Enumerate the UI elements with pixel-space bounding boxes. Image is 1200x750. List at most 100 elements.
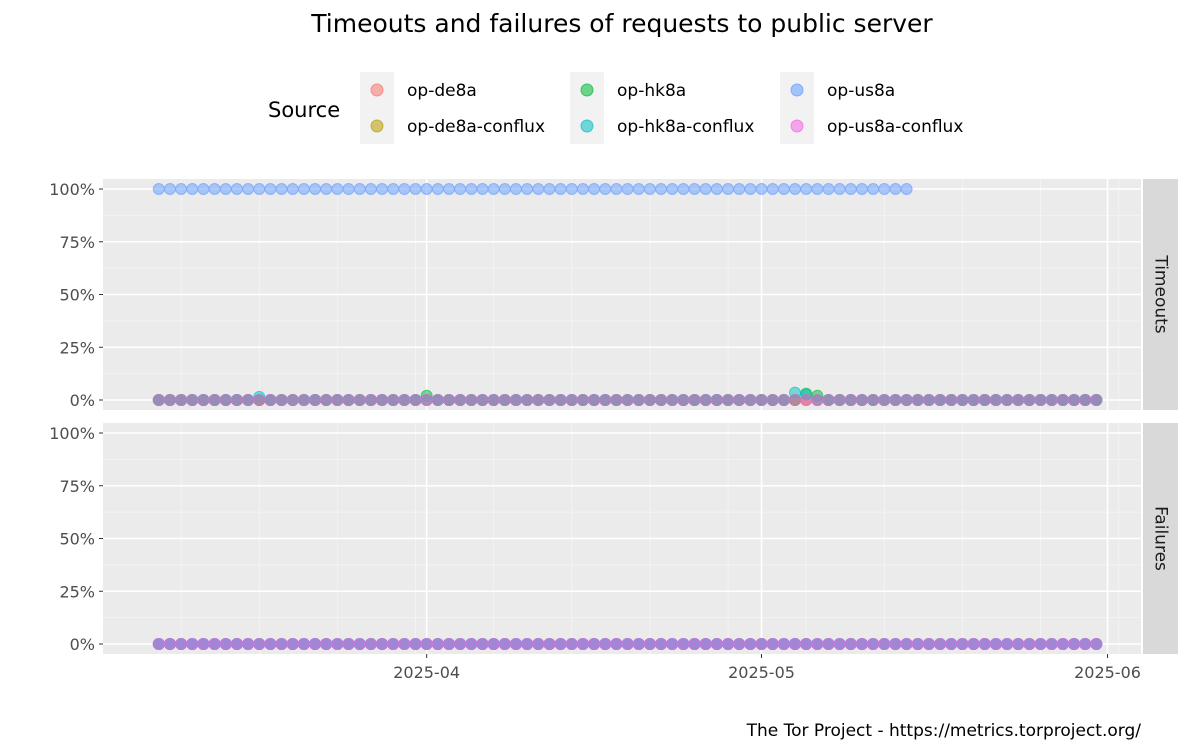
point-op-us8a [867,183,880,195]
point-op-us8a-conflux [588,394,601,406]
point-op-us8a-conflux [911,394,924,406]
point-op-us8a-conflux [565,394,578,406]
point-op-us8a-conflux [922,394,935,406]
point-op-us8a-conflux [1068,638,1081,650]
point-op-us8a-conflux [420,394,433,406]
point-op-us8a [677,183,690,195]
point-op-us8a-conflux [833,394,846,406]
legend-label-op-hk8a-conflux: op-hk8a-conflux [617,117,754,137]
point-op-us8a [364,183,377,195]
point-op-us8a-conflux [956,638,969,650]
point-op-us8a-conflux [353,638,366,650]
point-op-us8a-conflux [197,394,210,406]
point-op-us8a-conflux [409,394,422,406]
point-op-us8a-conflux [900,394,913,406]
point-op-us8a [576,183,589,195]
point-op-us8a-conflux [1079,394,1092,406]
legend: Source op-de8a op-de8a-conflux op-hk8a op-h… [268,72,963,144]
point-op-us8a-conflux [476,394,489,406]
point-op-us8a [175,183,188,195]
point-op-us8a-conflux [978,394,991,406]
point-op-us8a [833,183,846,195]
point-op-us8a-conflux [431,394,444,406]
point-op-us8a-conflux [744,638,757,650]
point-op-us8a-conflux [956,394,969,406]
point-op-us8a-conflux [242,638,255,650]
point-op-us8a-conflux [242,394,255,406]
point-op-us8a-conflux [1012,638,1025,650]
point-op-us8a-conflux [376,638,389,650]
point-op-us8a-conflux [1034,394,1047,406]
point-op-us8a-conflux [175,394,188,406]
point-op-us8a [632,183,645,195]
point-op-us8a [710,183,723,195]
point-op-us8a [186,183,199,195]
point-op-us8a [387,183,400,195]
y-tick-label: 25% [59,338,95,357]
point-op-us8a-conflux [1045,638,1058,650]
point-op-us8a [208,183,221,195]
point-op-us8a [297,183,310,195]
point-op-us8a [755,183,768,195]
point-op-us8a-conflux [699,394,712,406]
point-op-us8a [688,183,701,195]
legend-swatch-op-us8a-conflux [790,119,804,133]
point-op-us8a-conflux [331,638,344,650]
point-op-us8a-conflux [320,394,333,406]
point-op-us8a-conflux [621,394,634,406]
point-op-us8a-conflux [554,638,567,650]
point-op-us8a-conflux [811,394,824,406]
point-op-us8a-conflux [454,394,467,406]
point-op-us8a-conflux [576,638,589,650]
point-op-us8a-conflux [677,394,690,406]
point-op-us8a-conflux [1090,638,1103,650]
legend-label-op-us8a: op-us8a [827,81,895,101]
point-op-us8a-conflux [833,638,846,650]
point-op-us8a-conflux [643,638,656,650]
point-op-us8a-conflux [454,638,467,650]
point-op-us8a-conflux [186,638,199,650]
point-op-us8a [621,183,634,195]
point-op-us8a [588,183,601,195]
point-op-us8a-conflux [855,638,868,650]
point-op-us8a [331,183,344,195]
point-op-us8a-conflux [722,638,735,650]
point-op-us8a-conflux [565,638,578,650]
point-op-us8a-conflux [822,394,835,406]
point-op-us8a-conflux [878,638,891,650]
point-op-us8a [465,183,478,195]
point-op-us8a [532,183,545,195]
point-op-us8a [666,183,679,195]
point-op-us8a-conflux [197,638,210,650]
point-op-us8a [565,183,578,195]
point-op-us8a-conflux [443,638,455,650]
legend-swatch-op-us8a [790,83,804,97]
point-op-us8a-conflux [978,638,991,650]
point-op-us8a [599,183,612,195]
x-tick-label: 2025-04 [393,663,460,682]
point-op-us8a-conflux [789,394,801,406]
point-op-us8a-conflux [152,638,165,650]
y-tick-label: 0% [70,635,95,654]
point-op-us8a [543,183,556,195]
point-op-us8a-conflux [878,394,891,406]
point-op-us8a-conflux [766,394,779,406]
point-op-us8a-conflux [1012,394,1025,406]
point-op-us8a-conflux [543,394,556,406]
point-op-us8a-conflux [275,394,288,406]
point-op-us8a-conflux [755,394,768,406]
x-tick-label: 2025-05 [728,663,795,682]
point-op-us8a-conflux [376,394,389,406]
point-op-us8a-conflux [822,638,835,650]
point-op-us8a-conflux [219,394,232,406]
point-op-us8a-conflux [677,638,690,650]
point-op-us8a [219,183,232,195]
point-op-us8a-conflux [1068,394,1081,406]
point-op-us8a-conflux [409,638,422,650]
point-op-us8a [800,183,813,195]
y-tick-label: 75% [59,233,95,252]
point-op-us8a-conflux [509,394,522,406]
point-op-us8a-conflux [487,638,500,650]
plot-panels: 0% 25% 50% 75% 100% Timeouts 0% 25% 50% 75% 100% Fa… [49,179,1178,682]
